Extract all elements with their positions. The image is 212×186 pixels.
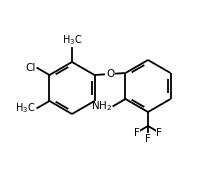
Text: F: F: [145, 134, 151, 144]
Text: F: F: [134, 127, 140, 137]
Text: O: O: [106, 69, 114, 79]
Text: F: F: [156, 127, 162, 137]
Text: Cl: Cl: [25, 63, 35, 73]
Text: H$_3$C: H$_3$C: [62, 33, 82, 47]
Text: H$_3$C: H$_3$C: [15, 101, 35, 115]
Text: NH$_2$: NH$_2$: [91, 99, 112, 113]
